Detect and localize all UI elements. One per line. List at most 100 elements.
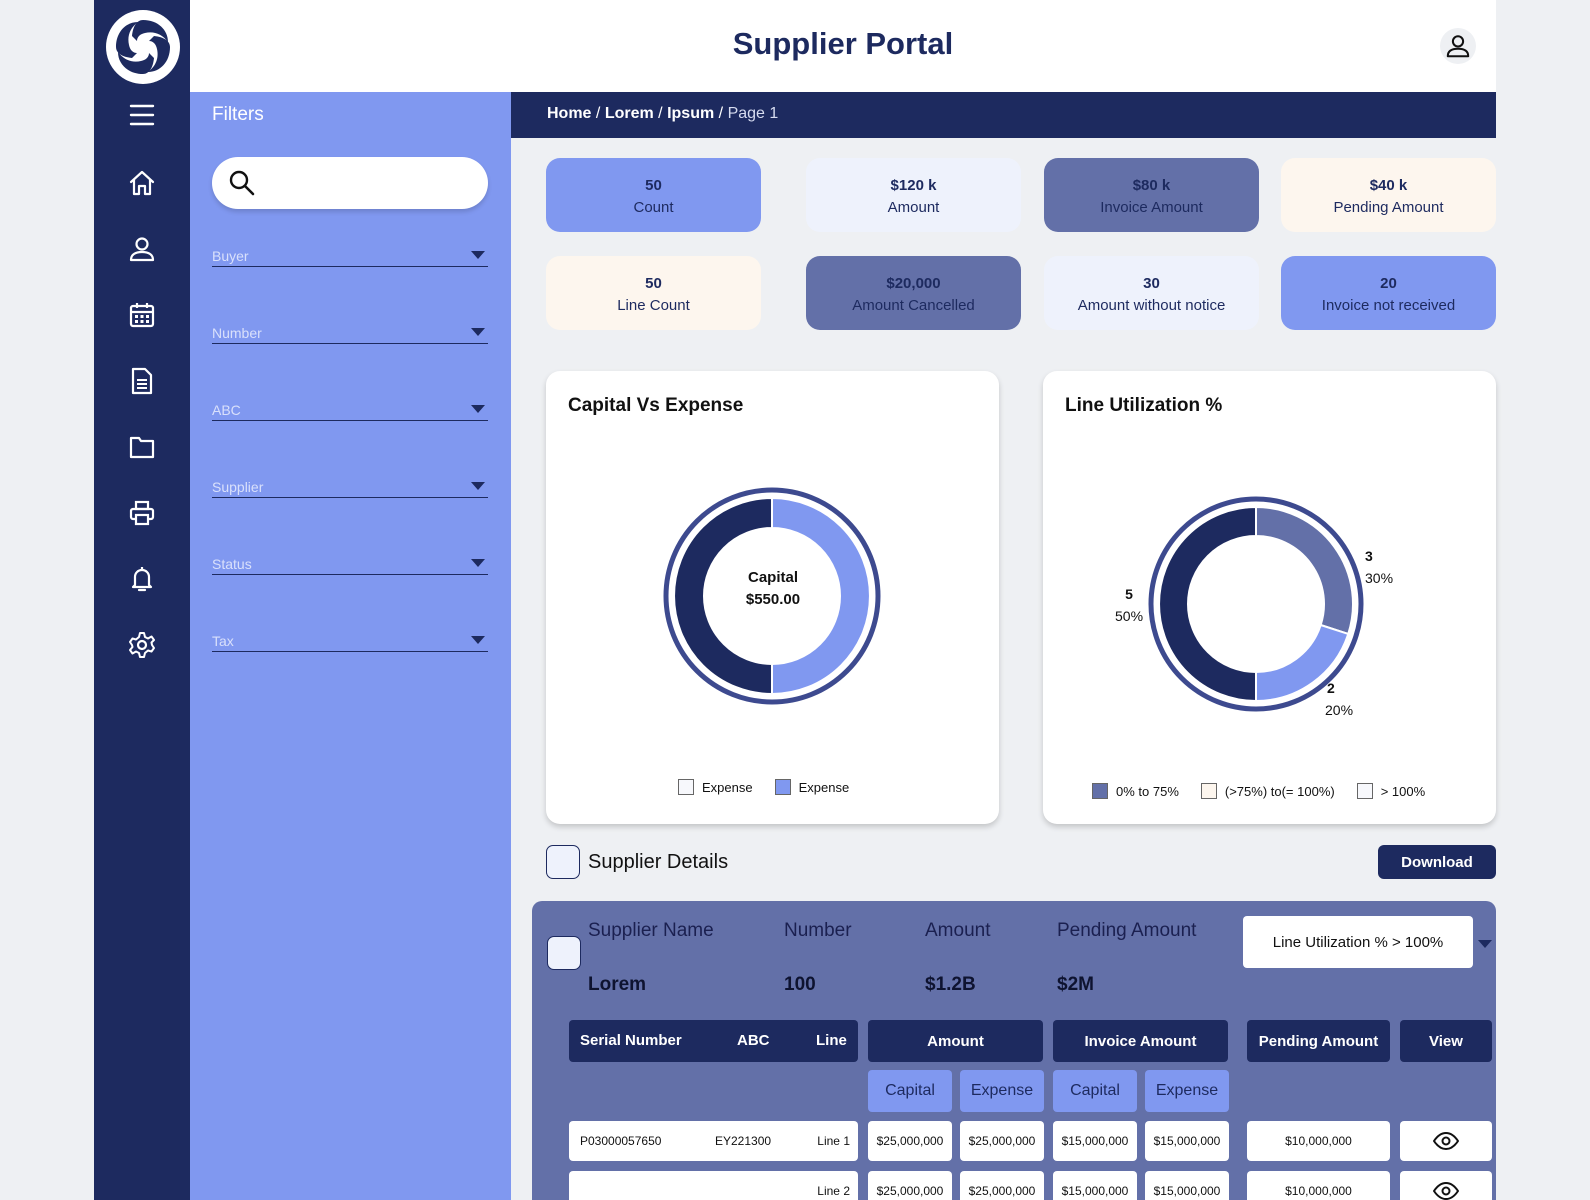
filter-label: Supplier (212, 479, 264, 495)
cell-amount-capital: $25,000,000 (868, 1171, 952, 1200)
line-utilization-select[interactable]: Line Utilization % > 100% (1243, 916, 1473, 968)
tax-filter-select[interactable]: Tax (212, 628, 488, 652)
slice-percent: 50% (1115, 608, 1144, 624)
chevron-down-icon (471, 328, 485, 336)
chart-legend: Expense Expense (678, 779, 849, 795)
download-button[interactable]: Download (1378, 845, 1496, 879)
eye-icon (1433, 1132, 1459, 1150)
stat-value: 50 (645, 177, 662, 194)
cell-line: Line 2 (817, 1184, 850, 1198)
pending-amount-header: Pending Amount (1057, 920, 1197, 941)
center-value: $550.00 (745, 591, 801, 608)
filter-label: Tax (212, 633, 234, 649)
user-avatar-button[interactable] (1440, 28, 1476, 64)
pending-amount-value: $2M (1057, 974, 1094, 995)
slice-count: 3 (1365, 548, 1373, 564)
abc-filter-select[interactable]: ABC (212, 397, 488, 421)
legend-item: Expense (678, 779, 753, 795)
slice-count: 5 (1125, 586, 1133, 602)
eye-icon (1433, 1182, 1459, 1200)
donut-slice (1158, 505, 1257, 703)
number-filter-select[interactable]: Number (212, 320, 488, 344)
donut-center-label: Capital $550.00 (723, 567, 823, 611)
stat-label: Invoice not received (1321, 297, 1456, 314)
cell-abc: EY221300 (715, 1134, 772, 1148)
amount-value: $1.2B (925, 974, 976, 995)
filter-label: Buyer (212, 248, 249, 264)
calendar-icon[interactable] (124, 297, 160, 333)
line-utilization-donut (1148, 496, 1364, 712)
home-icon[interactable] (124, 165, 160, 201)
supplier-filter-select[interactable]: Supplier (212, 474, 488, 498)
legend-label: 0% to 75% (1116, 783, 1179, 799)
view-button[interactable] (1400, 1121, 1492, 1161)
stat-label: Amount (887, 199, 940, 216)
center-label: Capital (747, 569, 798, 586)
stat-value: $80 k (1132, 177, 1171, 194)
stat-card-count: 50 Count (546, 158, 761, 232)
nav-rail (94, 0, 190, 1200)
legend-label: (>75%) to(= 100%) (1224, 783, 1335, 799)
chart-legend: 0% to 75% (>75%) to(= 100%) > 100% (1092, 783, 1425, 799)
view-button[interactable] (1400, 1171, 1492, 1200)
column-header-abc: ABC (737, 1032, 770, 1049)
cell-amount-expense: $25,000,000 (960, 1171, 1044, 1200)
buyer-filter-select[interactable]: Buyer (212, 243, 488, 267)
status-filter-select[interactable]: Status (212, 551, 488, 575)
supplier-details-header: Supplier Details Download (546, 845, 1496, 879)
stat-value: $20,000 (886, 275, 941, 292)
search-icon (229, 170, 255, 196)
supplier-name-value: Lorem (588, 974, 647, 995)
swirl-logo-icon (116, 20, 170, 74)
supplier-details-panel: Supplier Name Number Amount Pending Amou… (532, 901, 1496, 1200)
gear-icon[interactable] (124, 627, 160, 663)
cell-serial-number: P03000057650 (580, 1134, 662, 1148)
stat-label: Invoice Amount (1100, 199, 1203, 216)
select-all-checkbox[interactable] (546, 845, 580, 879)
legend-item: (>75%) to(= 100%) (1200, 783, 1335, 799)
donut-slice (771, 496, 871, 696)
chart-title: Line Utilization % (1065, 395, 1223, 416)
subheader-amount-capital: Capital (868, 1070, 952, 1112)
cell-line: Line 1 (817, 1134, 850, 1148)
amount-header: Amount (925, 920, 991, 941)
breadcrumb: Home / Lorem / Ipsum / Page 1 (547, 105, 778, 123)
cell-amount-capital: $25,000,000 (868, 1121, 952, 1161)
folder-icon[interactable] (124, 429, 160, 465)
page-title: Supplier Portal (732, 26, 954, 61)
column-header-serial-number: Serial Number (580, 1032, 682, 1049)
slice-label: 2 20% (1325, 677, 1353, 721)
bell-icon[interactable] (124, 561, 160, 597)
stat-value: $40 k (1369, 177, 1408, 194)
table-header-group-serial: Serial Number ABC Line (569, 1020, 858, 1062)
cell-invoice-capital: $15,000,000 (1053, 1171, 1137, 1200)
number-value: 100 (784, 974, 816, 995)
breadcrumb-home[interactable]: Home (547, 105, 592, 122)
slice-count: 2 (1327, 680, 1335, 696)
supplier-row-checkbox[interactable] (547, 936, 581, 970)
menu-icon[interactable] (124, 97, 160, 133)
logo[interactable] (106, 10, 180, 84)
cell-invoice-capital: $15,000,000 (1053, 1121, 1137, 1161)
chevron-down-icon[interactable] (1478, 940, 1492, 948)
legend-item: Expense (774, 779, 849, 795)
breadcrumb-lorem[interactable]: Lorem (604, 105, 654, 122)
app-header: Supplier Portal (190, 0, 1496, 92)
user-icon[interactable] (124, 231, 160, 267)
supplier-name-header: Supplier Name (588, 920, 714, 941)
subheader-invoice-expense: Expense (1145, 1070, 1229, 1112)
legend-item: > 100% (1356, 783, 1425, 799)
chevron-down-icon (471, 405, 485, 413)
search-input[interactable] (212, 157, 488, 209)
filter-label: ABC (212, 402, 241, 418)
printer-icon[interactable] (124, 495, 160, 531)
stat-label: Amount Cancelled (852, 297, 975, 314)
cell-invoice-expense: $15,000,000 (1145, 1121, 1229, 1161)
document-icon[interactable] (124, 363, 160, 399)
stat-label: Pending Amount (1333, 199, 1444, 216)
cell-invoice-expense: $15,000,000 (1145, 1171, 1229, 1200)
line-utilization-card: Line Utilization % 3 30% 2 20% 5 50% 0% … (1043, 371, 1496, 824)
donut-slice (1255, 505, 1354, 636)
number-header: Number (784, 920, 852, 941)
breadcrumb-ipsum[interactable]: Ipsum (667, 105, 715, 122)
